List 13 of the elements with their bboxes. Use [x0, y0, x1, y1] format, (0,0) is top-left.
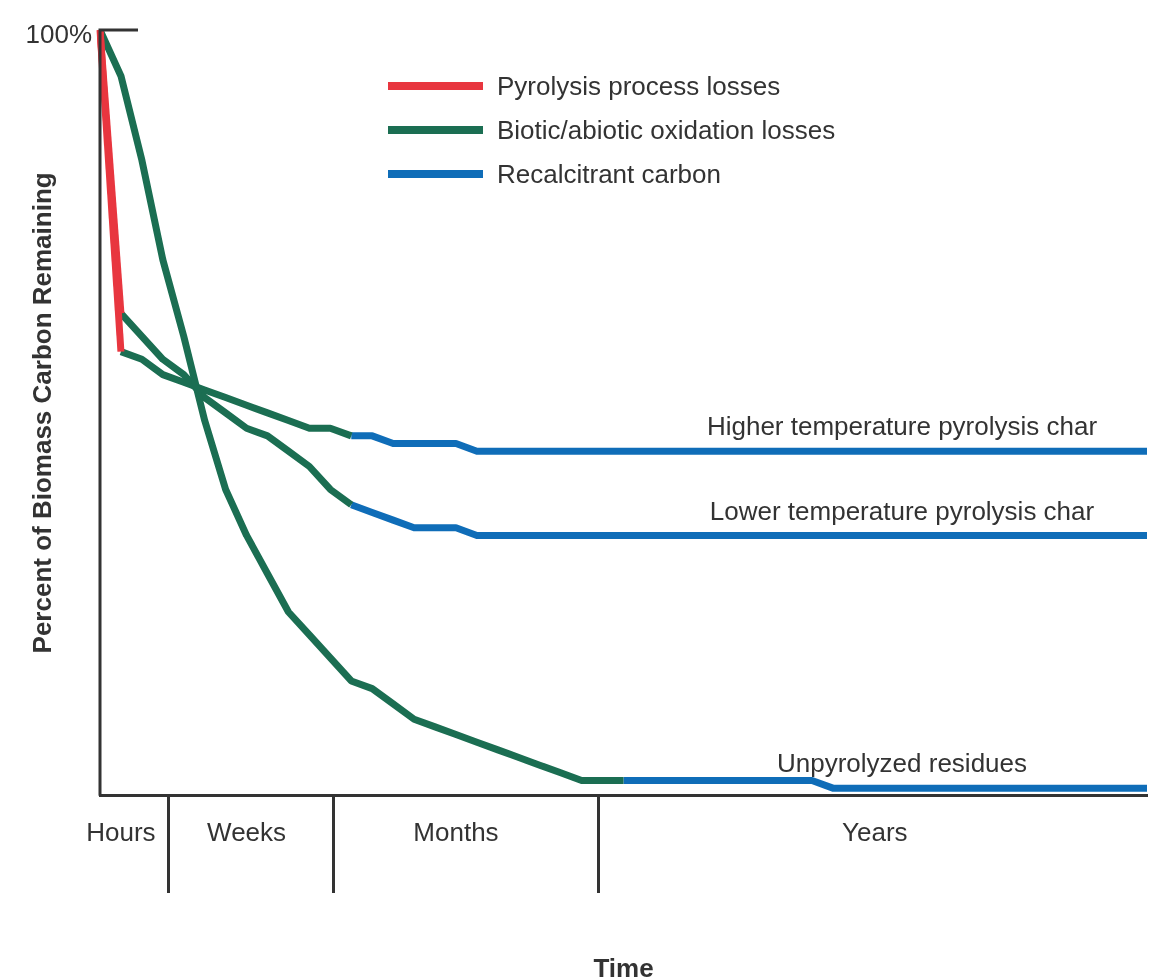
- annotation: Unpyrolyzed residues: [776, 748, 1028, 779]
- x-tick-label: Hours: [86, 816, 156, 847]
- text: 100%: [25, 19, 92, 50]
- legend-label: Pyrolysis process losses: [497, 70, 781, 102]
- legend-label: Recalcitrant carbon: [497, 158, 721, 190]
- y-axis-title: Percent of Biomass Carbon Remaining: [27, 172, 58, 654]
- x-axis-title: Time: [593, 953, 654, 980]
- x-tick-label: Months: [413, 816, 499, 847]
- x-tick-label: Years: [842, 816, 908, 847]
- legend-label: Biotic/abiotic oxidation losses: [497, 114, 836, 146]
- annotation: Lower temperature pyrolysis char: [709, 495, 1095, 526]
- x-tick-label: Weeks: [207, 816, 287, 847]
- annotation: Higher temperature pyrolysis char: [706, 411, 1098, 442]
